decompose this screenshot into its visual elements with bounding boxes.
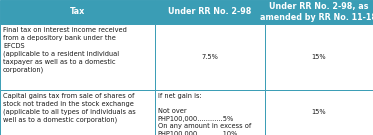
Text: 15%: 15% [311, 109, 326, 115]
Text: 7.5%: 7.5% [201, 54, 218, 60]
Bar [0, 90, 155, 135]
Text: If net gain is:

Not over
PHP100,000............5%
On any amount in excess of
PH: If net gain is: Not over PHP100,000.....… [158, 93, 251, 135]
Text: 15%: 15% [311, 54, 326, 60]
Text: Final tax on interest income received
from a depository bank under the
EFCDS
(ap: Final tax on interest income received fr… [3, 27, 127, 73]
Text: Under RR No. 2-98: Under RR No. 2-98 [168, 7, 251, 16]
Bar [155, 90, 265, 135]
Bar [265, 24, 373, 90]
Text: Under RR No. 2-98, as
amended by RR No. 11-18: Under RR No. 2-98, as amended by RR No. … [260, 2, 373, 22]
Text: Tax: Tax [70, 7, 85, 16]
Bar [265, 0, 373, 24]
Bar [155, 0, 265, 24]
Bar [0, 0, 155, 24]
Bar [265, 90, 373, 135]
Text: Capital gains tax from sale of shares of
stock not traded in the stock exchange
: Capital gains tax from sale of shares of… [3, 93, 136, 123]
Bar [155, 24, 265, 90]
Bar [0, 24, 155, 90]
